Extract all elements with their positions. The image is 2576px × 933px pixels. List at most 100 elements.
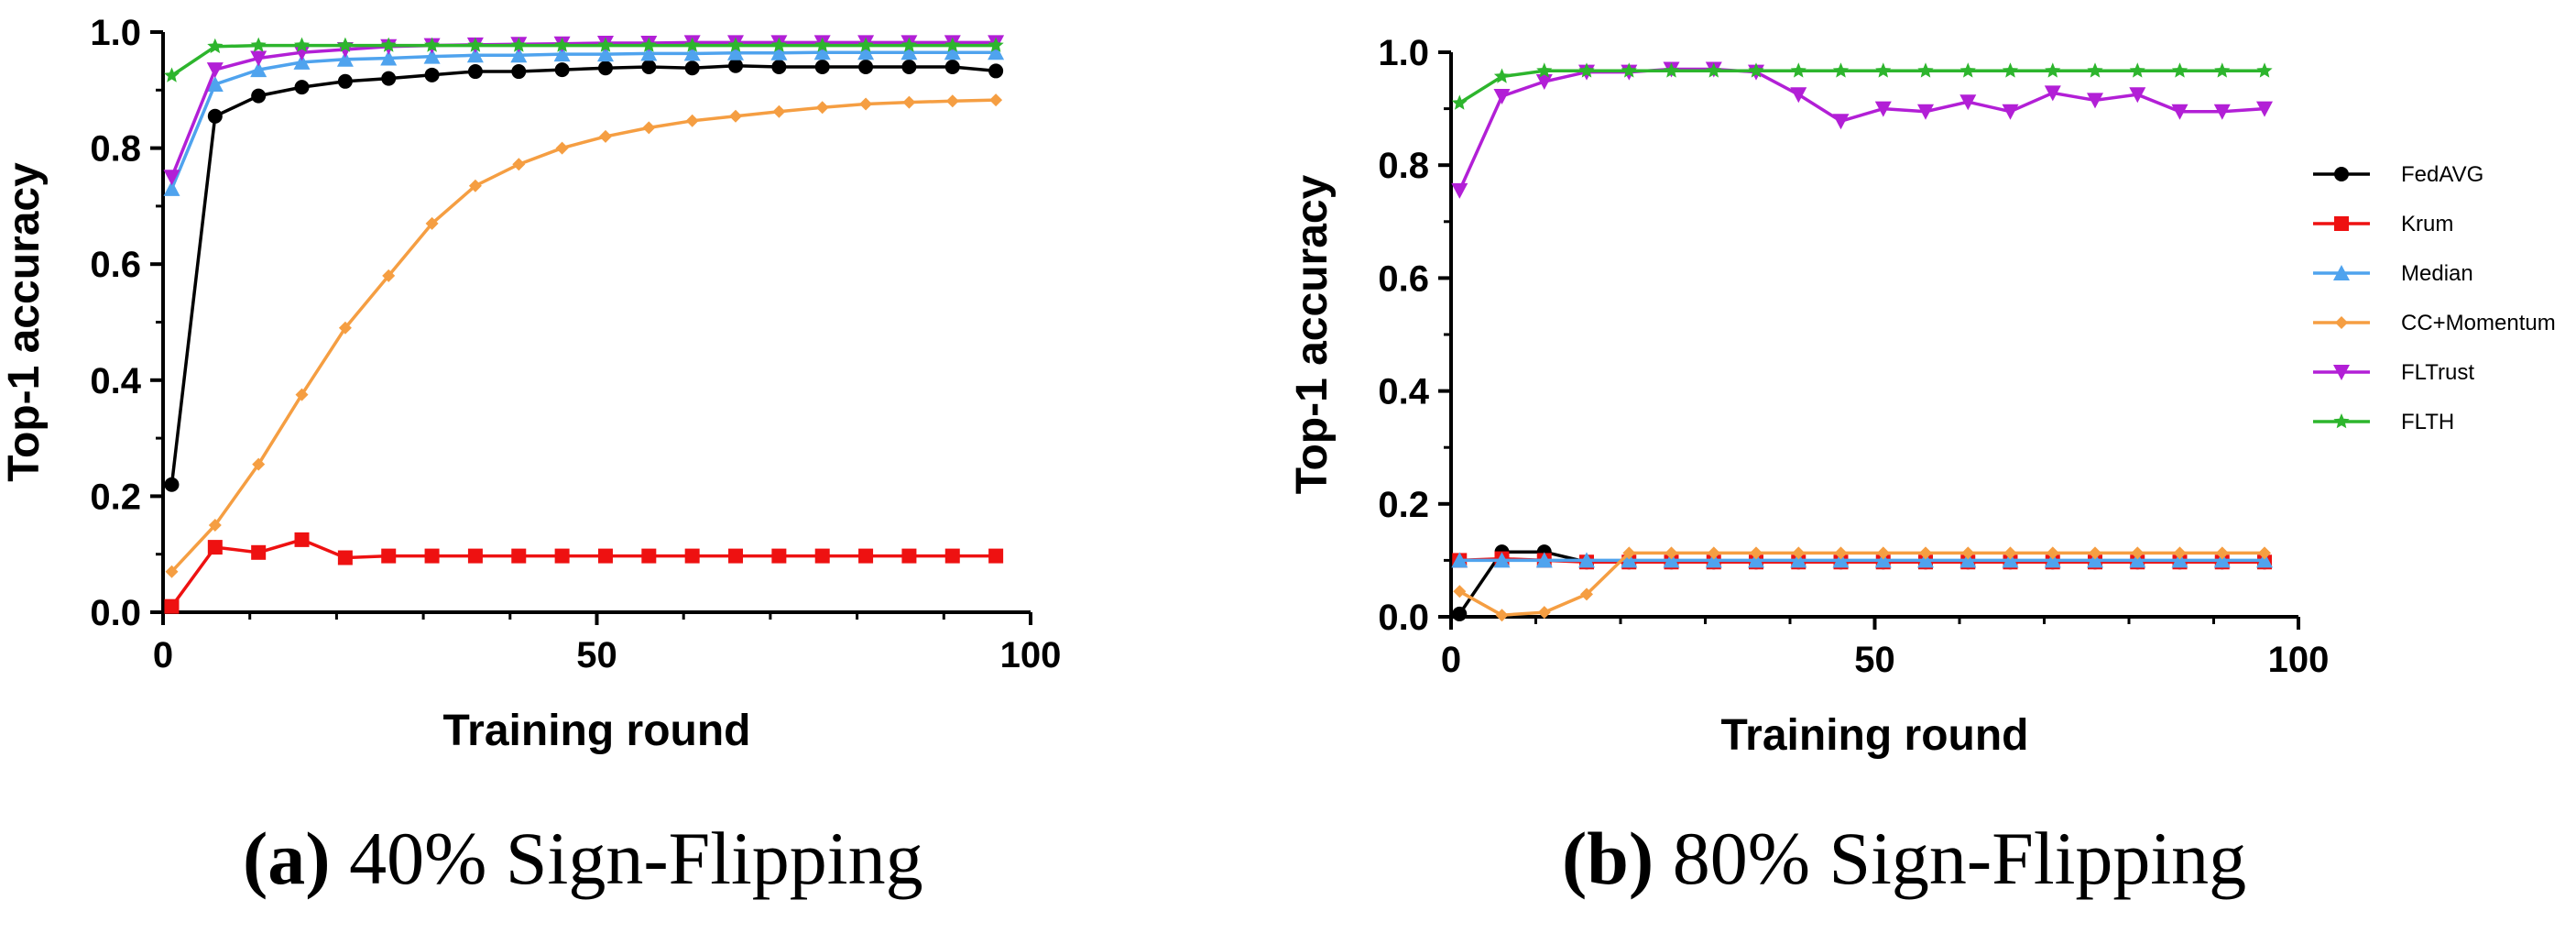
data-point-median [2002,552,2019,568]
data-point-flth [1536,62,1553,78]
legend-marker-flth [2333,413,2350,429]
data-point-flth [2256,62,2273,78]
data-point-median [727,44,744,60]
data-point-cc-momentum [1961,546,1975,560]
data-point-krum [207,540,223,555]
data-point-fedavg [684,60,700,76]
data-point-fltrust [2087,93,2103,109]
data-point-cc-momentum [859,97,873,111]
data-point-flth [163,67,180,82]
series-flth-a [163,37,1004,82]
data-point-cc-momentum [1750,546,1763,560]
data-point-krum [554,548,570,564]
legend-marker-cc-momentum [2335,316,2348,329]
series-line-flth [1458,69,2265,104]
legend-item-fltrust: FLTrust [2313,360,2474,385]
y-tick-label-b: 0.2 [1378,485,1429,525]
x-tick-label-b: 50 [1854,640,1895,680]
data-point-fltrust [1832,114,1850,130]
data-point-cc-momentum [1919,546,1932,560]
data-point-cc-momentum [989,93,1003,107]
legend-item-cc-momentum: CC+Momentum [2313,311,2556,335]
data-point-median [597,46,614,62]
data-point-cc-momentum [815,101,829,115]
series-line-flth [170,43,997,77]
data-point-fltrust [2002,104,2019,120]
chart-a: 0.0 0.2 0.4 0.6 0.8 1.0 0 50 100 Training round To… [0,13,1061,755]
data-point-flth [424,37,441,52]
data-point-cc-momentum [729,109,742,123]
data-point-krum [728,548,744,564]
data-point-krum [467,548,483,564]
data-point-cc-momentum [1707,546,1720,560]
legend-marker-fedavg [2334,167,2349,181]
data-point-cc-momentum [902,95,916,109]
data-point-cc-momentum [2089,546,2101,560]
data-point-flth [467,37,484,52]
series-line-fltrust [169,40,997,178]
x-axis-label-b: Training round [1721,711,2029,760]
data-point-cc-momentum [1665,546,1678,560]
data-point-cc-momentum [772,104,786,118]
data-point-cc-momentum [2215,546,2229,560]
data-point-median [857,44,875,60]
data-point-cc-momentum [599,129,612,143]
data-point-cc-momentum [1622,546,1636,560]
data-point-flth [1832,62,1850,78]
data-point-cc-momentum [252,457,266,471]
data-point-krum [164,598,180,614]
data-point-cc-momentum [2003,546,2017,560]
data-point-median [380,49,398,66]
data-point-fedavg [988,63,1004,79]
data-point-flth [2002,62,2019,78]
data-point-krum [511,548,527,564]
x-tick-label-b: 0 [1441,640,1461,680]
data-point-flth [814,37,831,52]
data-point-median [2171,552,2189,568]
legend-label-cc-momentum: CC+Momentum [2401,311,2556,335]
data-point-flth [1959,62,1976,78]
chart-b: 0.0 0.2 0.4 0.6 0.8 1.0 0 50 100 Training round To… [1288,33,2556,760]
y-tick-label-a: 1.0 [90,13,141,53]
data-point-cc-momentum [338,321,352,335]
data-point-fedavg [597,60,613,76]
data-point-krum [684,548,700,564]
data-point-cc-momentum [945,94,959,108]
data-point-fltrust [250,50,267,67]
data-point-fltrust [1493,89,1511,104]
data-point-krum [381,548,397,564]
data-point-krum [814,548,830,564]
data-point-fedavg [728,58,744,73]
data-point-krum [988,548,1004,564]
data-point-flth [1621,62,1637,78]
data-point-flth [2045,62,2061,78]
x-tick-label-a: 50 [576,635,617,675]
data-point-flth [2129,62,2145,78]
data-point-median [466,47,484,63]
legend-b: FedAVG Krum Median CC+Momentum FLTrust FLTH [2313,162,2556,434]
data-point-krum [901,548,917,564]
data-point-fedavg [337,73,353,89]
data-point-krum [337,550,353,565]
legend-item-median: Median [2313,261,2473,286]
data-point-krum [251,544,267,560]
data-point-fedavg [424,67,440,82]
data-point-cc-momentum [642,121,656,135]
data-point-median [1748,552,1764,568]
series-fltrust-a [163,35,1005,186]
data-point-cc-momentum [555,141,569,155]
data-point-cc-momentum [1876,546,1890,560]
data-point-flth [1578,62,1595,78]
x-tick-label-b: 100 [2268,640,2330,680]
series-line-median [169,50,997,190]
x-axis-label-a: Training round [443,707,751,755]
data-point-fltrust [206,62,224,79]
caption-b-label: (b) [1562,817,1654,900]
series-line-fedavg [169,63,997,485]
data-point-median [2256,552,2273,568]
data-point-median [988,44,1005,60]
data-point-krum [294,532,310,547]
data-point-fedavg [554,62,570,78]
data-point-median [1621,552,1638,568]
data-point-fltrust [2129,87,2146,104]
